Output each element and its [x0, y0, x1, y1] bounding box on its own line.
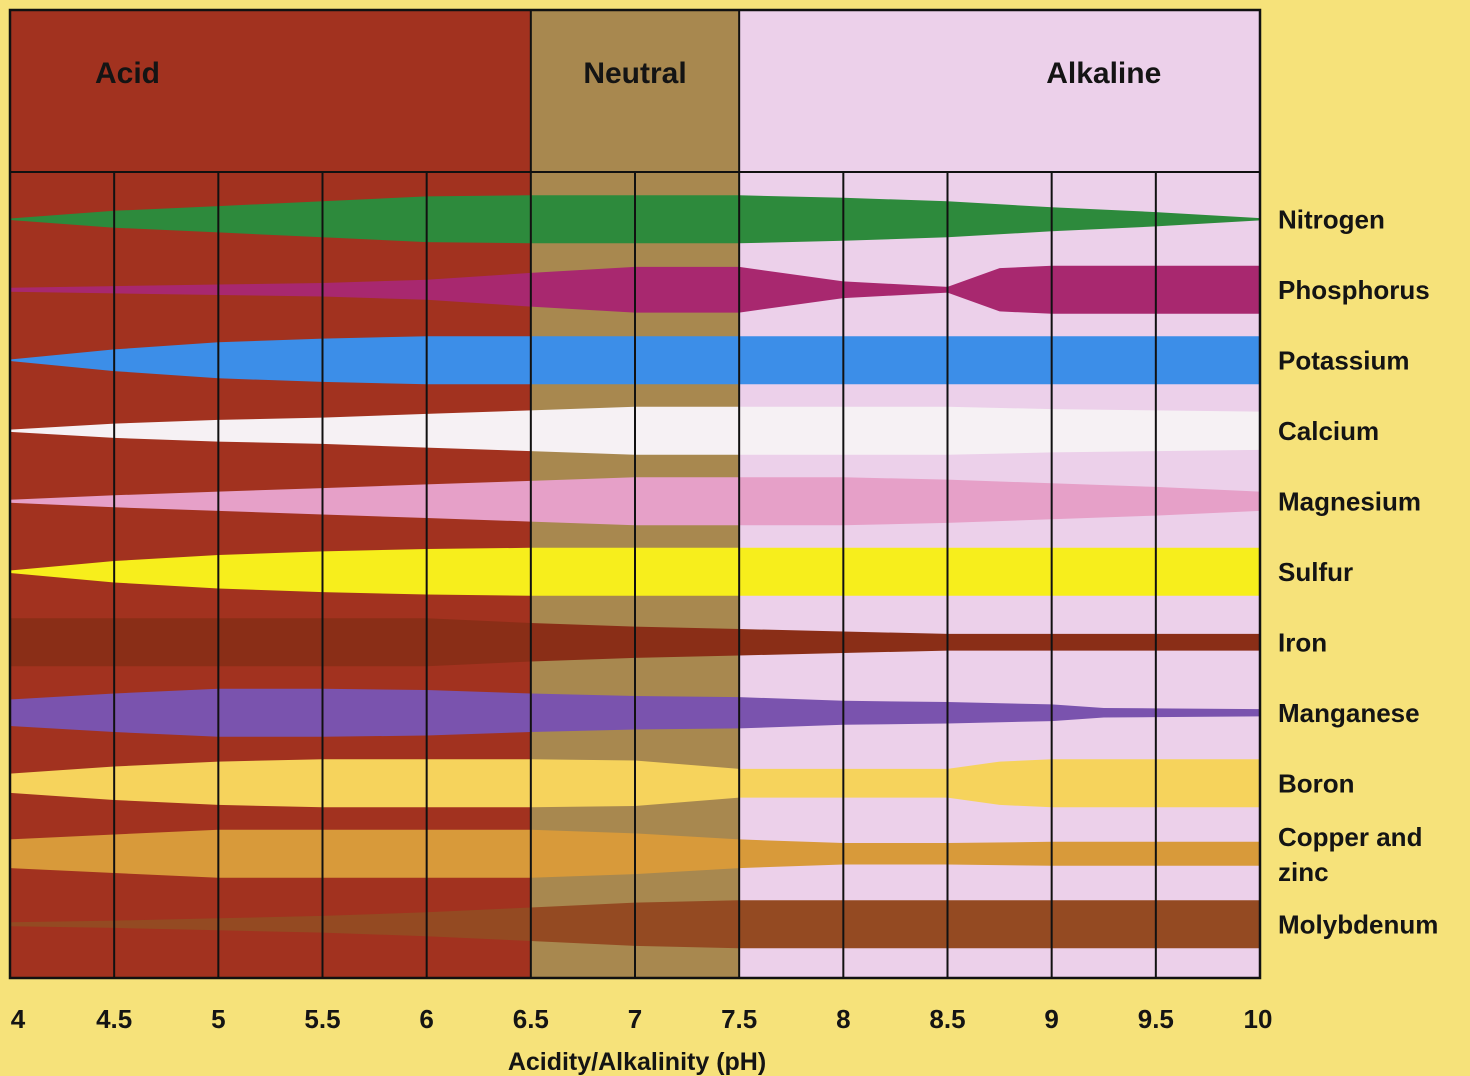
nutrient-label-iron: Iron	[1278, 627, 1327, 657]
x-tick-label: 4	[11, 1004, 26, 1034]
nutrient-label-molybdenum: Molybdenum	[1278, 909, 1438, 939]
nutrient-labels: Nitrogen Phosphorus Potassium Calcium Magnes…	[1278, 204, 1438, 939]
x-tick-label: 5.5	[304, 1004, 340, 1034]
nutrient-label-calcium: Calcium	[1278, 416, 1379, 446]
x-axis-ticks: 4 4.5 5 5.5 6 6.5 7 7.5 8 8.5 9 9.5 10	[11, 1004, 1273, 1034]
x-tick-label: 10	[1244, 1004, 1273, 1034]
grid-lines	[8, 8, 1262, 980]
x-tick-label: 6.5	[513, 1004, 549, 1034]
x-tick-label: 7	[628, 1004, 642, 1034]
x-tick-label: 7.5	[721, 1004, 757, 1034]
nutrient-label-manganese: Manganese	[1278, 698, 1420, 728]
nutrient-label-phosphorus: Phosphorus	[1278, 275, 1430, 305]
x-axis-title: Acidity/Alkalinity (pH)	[508, 1048, 766, 1076]
zone-label-alkaline: Alkaline	[1046, 57, 1161, 90]
plot-frame	[8, 8, 1262, 980]
nutrient-label-magnesium: Magnesium	[1278, 486, 1421, 516]
nutrient-label-potassium: Potassium	[1278, 345, 1410, 375]
x-tick-label: 5	[211, 1004, 225, 1034]
nutrient-label-copper-and-zinc: Copper and zinc	[1278, 822, 1422, 887]
x-tick-label: 9	[1044, 1004, 1058, 1034]
nutrient-label-sulfur: Sulfur	[1278, 557, 1353, 587]
x-tick-label: 4.5	[96, 1004, 132, 1034]
zone-label-neutral: Neutral	[583, 57, 686, 90]
x-tick-label: 9.5	[1138, 1004, 1174, 1034]
nutrient-label-nitrogen: Nitrogen	[1278, 204, 1385, 234]
nutrient-label-boron: Boron	[1278, 768, 1355, 798]
zone-label-acid: Acid	[95, 57, 160, 90]
x-tick-label: 6	[419, 1004, 433, 1034]
x-tick-label: 8	[836, 1004, 850, 1034]
x-tick-label: 8.5	[929, 1004, 965, 1034]
zone-labels: Acid Neutral Alkaline	[95, 57, 1161, 90]
